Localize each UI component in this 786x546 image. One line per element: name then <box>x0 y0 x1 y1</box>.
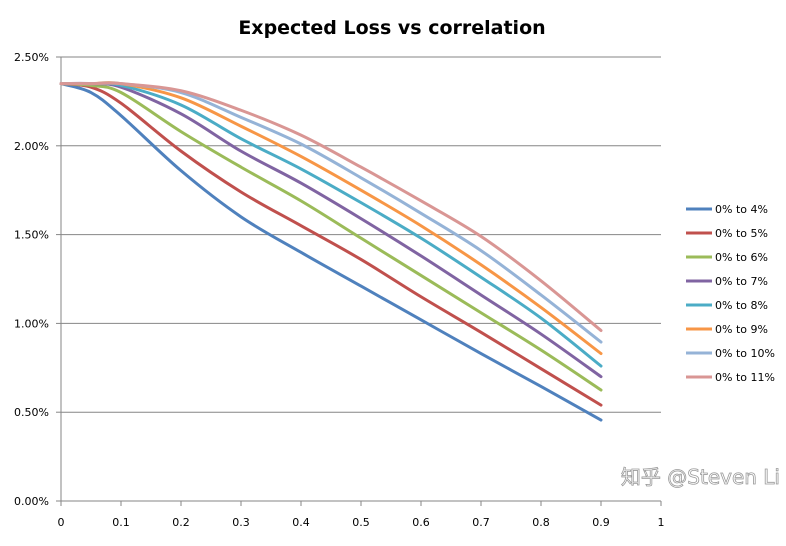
series-line-8 <box>59 81 603 333</box>
legend-label: 0% to 5% <box>715 227 768 240</box>
legend-label: 0% to 9% <box>715 323 768 336</box>
x-tick-label: 0.8 <box>532 516 550 529</box>
legend-label: 0% to 4% <box>715 203 768 216</box>
x-tick-label: 0.3 <box>232 516 250 529</box>
legend-label: 0% to 6% <box>715 251 768 264</box>
legend-label: 0% to 10% <box>715 347 775 360</box>
y-tick-label: 0.50% <box>14 406 49 419</box>
x-tick-label: 0.4 <box>292 516 310 529</box>
y-tick-labels: 0.00% 0.50% 1.00% 1.50% 2.00% 2.50% <box>14 51 49 508</box>
x-tick-label: 0.6 <box>412 516 430 529</box>
x-tick-label: 0.7 <box>472 516 490 529</box>
x-tick-labels: 0 0.1 0.2 0.3 0.4 0.5 0.6 0.7 0.8 0.9 1 <box>58 516 665 529</box>
y-tick-label: 0.00% <box>14 495 49 508</box>
y-tick-label: 2.50% <box>14 51 49 64</box>
legend-label: 0% to 8% <box>715 299 768 312</box>
series-line-3 <box>59 82 603 392</box>
series-line-2 <box>59 82 603 407</box>
legend-label: 0% to 7% <box>715 275 768 288</box>
x-tick-label: 0 <box>58 516 65 529</box>
axes <box>56 56 662 506</box>
x-tick-label: 0.5 <box>352 516 370 529</box>
series-line-4 <box>59 81 603 379</box>
x-tick-label: 0.9 <box>592 516 610 529</box>
y-tick-label: 1.00% <box>14 317 49 330</box>
chart-title: Expected Loss vs correlation <box>238 17 545 39</box>
y-tick-label: 1.50% <box>14 229 49 242</box>
x-tick-label: 0.1 <box>112 516 130 529</box>
y-tick-label: 2.00% <box>14 140 49 153</box>
series-line-1 <box>59 82 603 422</box>
x-tick-label: 0.2 <box>172 516 190 529</box>
x-tick-label: 1 <box>658 516 665 529</box>
series-lines <box>59 81 603 422</box>
watermark: 知乎 @Steven Li <box>621 465 780 489</box>
legend-label: 0% to 11% <box>715 371 775 384</box>
legend: 0% to 4% 0% to 5% 0% to 6% 0% to 7% 0% to 8%… <box>686 203 775 384</box>
